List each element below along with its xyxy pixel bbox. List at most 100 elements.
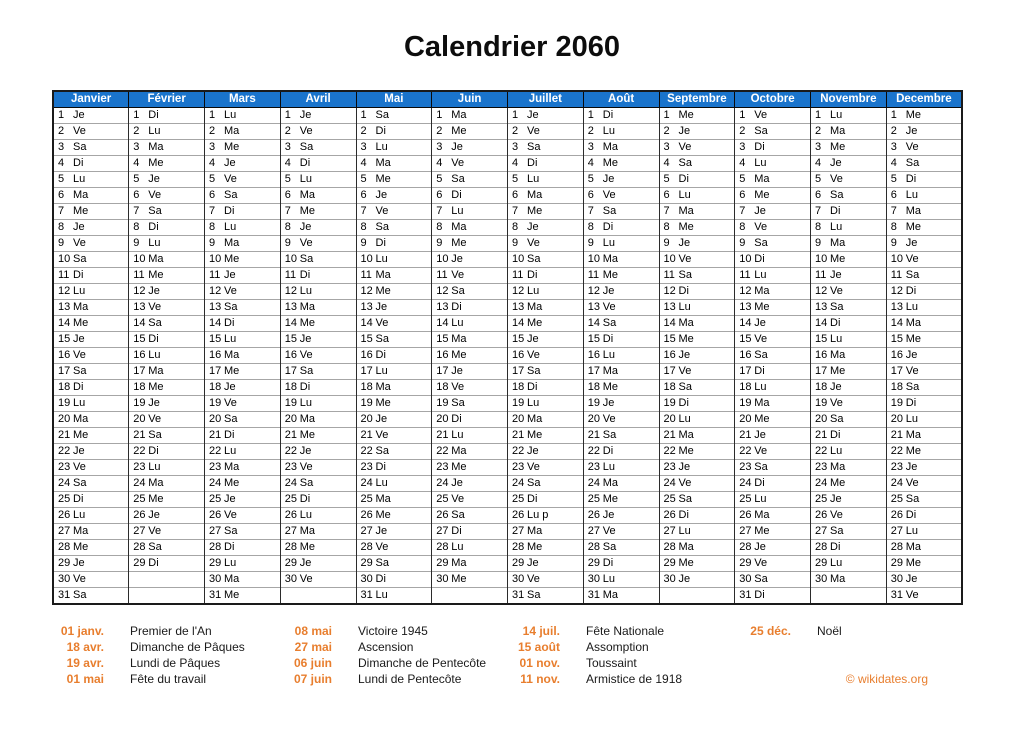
day-number: 28	[360, 540, 373, 553]
day-number: 29	[663, 556, 676, 569]
month-header-aout: Août	[582, 91, 660, 108]
day-weekday: Lu	[905, 188, 918, 201]
day-cell: 16 Me	[431, 346, 508, 363]
day-weekday: Sa	[375, 332, 389, 345]
day-number: 9	[890, 236, 897, 249]
day-cell: 18 Sa	[885, 378, 963, 395]
day-number: 7	[587, 204, 594, 217]
day-number: 23	[58, 460, 71, 473]
day-cell: 13 Ve	[128, 298, 205, 315]
day-weekday: Me	[451, 348, 467, 361]
day-cell: 6 Ve	[582, 186, 660, 203]
empty-cell	[128, 586, 205, 604]
day-weekday: Ma	[527, 188, 543, 201]
day-cell: 26 Je	[128, 506, 205, 523]
day-cell: 18 Je	[204, 378, 281, 395]
day-weekday: Me	[148, 492, 164, 505]
empty-cell	[658, 586, 736, 604]
holiday-item: 18 avr. Dimanche de Pâques	[40, 639, 268, 655]
day-number: 29	[360, 556, 373, 569]
day-number: 7	[815, 204, 822, 217]
day-cell: 14 Me	[507, 314, 584, 331]
day-weekday: Me	[754, 300, 770, 313]
day-cell: 25 Me	[128, 490, 205, 507]
day-cell: 10 Ma	[582, 250, 660, 267]
day-weekday: Me	[451, 124, 467, 137]
day-number: 17	[284, 364, 297, 377]
day-cell: 11 Sa	[885, 266, 963, 283]
holiday-item: 01 mai Fête du travail	[40, 671, 268, 687]
day-weekday: Je	[299, 332, 312, 345]
calendar-row: 21 Me 21 Sa 21 Di 21 Me 21 Ve 21 Lu 21 Me 21 Sa 21 Ma 21 Je…	[52, 426, 963, 443]
day-number: 26	[360, 508, 373, 521]
day-cell: 23 Lu	[128, 458, 205, 475]
day-weekday: Ve	[905, 476, 919, 489]
day-weekday: Lu	[299, 396, 312, 409]
day-cell: 8 Lu	[810, 218, 887, 235]
day-cell: 13 Sa	[810, 298, 887, 315]
day-weekday: Sa	[602, 204, 617, 217]
day-weekday: Di	[299, 156, 311, 169]
day-weekday: Sa	[905, 268, 920, 281]
day-weekday: Di	[527, 492, 538, 505]
day-cell: 12 Ma	[734, 282, 811, 299]
day-number: 22	[209, 444, 222, 457]
day-cell: 5 Ma	[734, 170, 811, 187]
day-number: 27	[739, 524, 752, 537]
day-weekday: Ve	[830, 396, 843, 409]
day-cell: 7 Sa	[582, 202, 660, 219]
day-weekday: Lu	[602, 124, 615, 137]
day-cell: 28 Ve	[355, 538, 433, 555]
day-weekday: Lu	[375, 252, 388, 265]
day-weekday: Lu	[754, 380, 767, 393]
day-cell: 18 Je	[810, 378, 887, 395]
day-number: 2	[815, 124, 822, 137]
holiday-item: 14 juil. Fête Nationale	[496, 623, 727, 639]
day-weekday: Di	[678, 172, 689, 185]
day-cell: 4 Je	[204, 154, 281, 171]
day-cell: 9 Ve	[52, 234, 130, 251]
calendar-row: 1 Je 1 Di 1 Lu 1 Je 1 Sa 1 Ma 1 Je 1 Di 1 Me 1 Ve 1 Lu 1 Me	[52, 107, 963, 123]
day-cell: 18 Ma	[355, 378, 433, 395]
day-number: 29	[58, 556, 71, 569]
day-cell: 30 Lu	[582, 570, 660, 587]
day-cell: 10 Je	[431, 250, 508, 267]
day-number: 16	[133, 348, 146, 361]
day-weekday: Ma	[754, 396, 770, 409]
day-weekday: Sa	[527, 364, 541, 377]
day-cell: 16 Ve	[279, 346, 357, 363]
day-number: 17	[890, 364, 903, 377]
day-number: 25	[284, 492, 297, 505]
day-number: 5	[739, 172, 746, 185]
day-number: 11	[284, 268, 297, 281]
day-cell: 15 Di	[128, 330, 205, 347]
day-cell: 29 Di	[582, 554, 660, 571]
day-weekday: Ve	[602, 412, 616, 425]
day-cell: 20 Sa	[204, 410, 281, 427]
day-number: 4	[890, 156, 897, 169]
day-number: 29	[739, 556, 752, 569]
day-cell: 4 Me	[128, 154, 205, 171]
day-cell: 15 Je	[52, 330, 130, 347]
holiday-item: 01 nov. Toussaint	[496, 655, 727, 671]
day-weekday: Lu	[451, 428, 464, 441]
day-weekday: Me	[148, 156, 164, 169]
day-number: 19	[284, 396, 297, 409]
calendar-container: Janvier Février Mars Avril Mai Juin Juillet Aoû…	[52, 90, 963, 605]
day-weekday: Ve	[375, 316, 389, 329]
day-weekday: Ma	[602, 588, 619, 601]
day-cell: 14 Ma	[658, 314, 736, 331]
day-weekday: Lu	[224, 332, 237, 345]
day-cell: 17 Je	[431, 362, 508, 379]
day-number: 2	[58, 124, 65, 137]
copyright-link[interactable]: © wikidates.org	[845, 671, 928, 686]
day-cell: 27 Ve	[582, 522, 660, 539]
day-number: 7	[890, 204, 897, 217]
day-number: 3	[360, 140, 367, 153]
day-number: 19	[663, 396, 676, 409]
day-weekday: Me	[830, 252, 846, 265]
day-cell: 24 Lu	[355, 474, 433, 491]
day-number: 14	[436, 316, 449, 329]
day-number: 23	[663, 460, 676, 473]
day-cell: 25 Di	[52, 490, 130, 507]
